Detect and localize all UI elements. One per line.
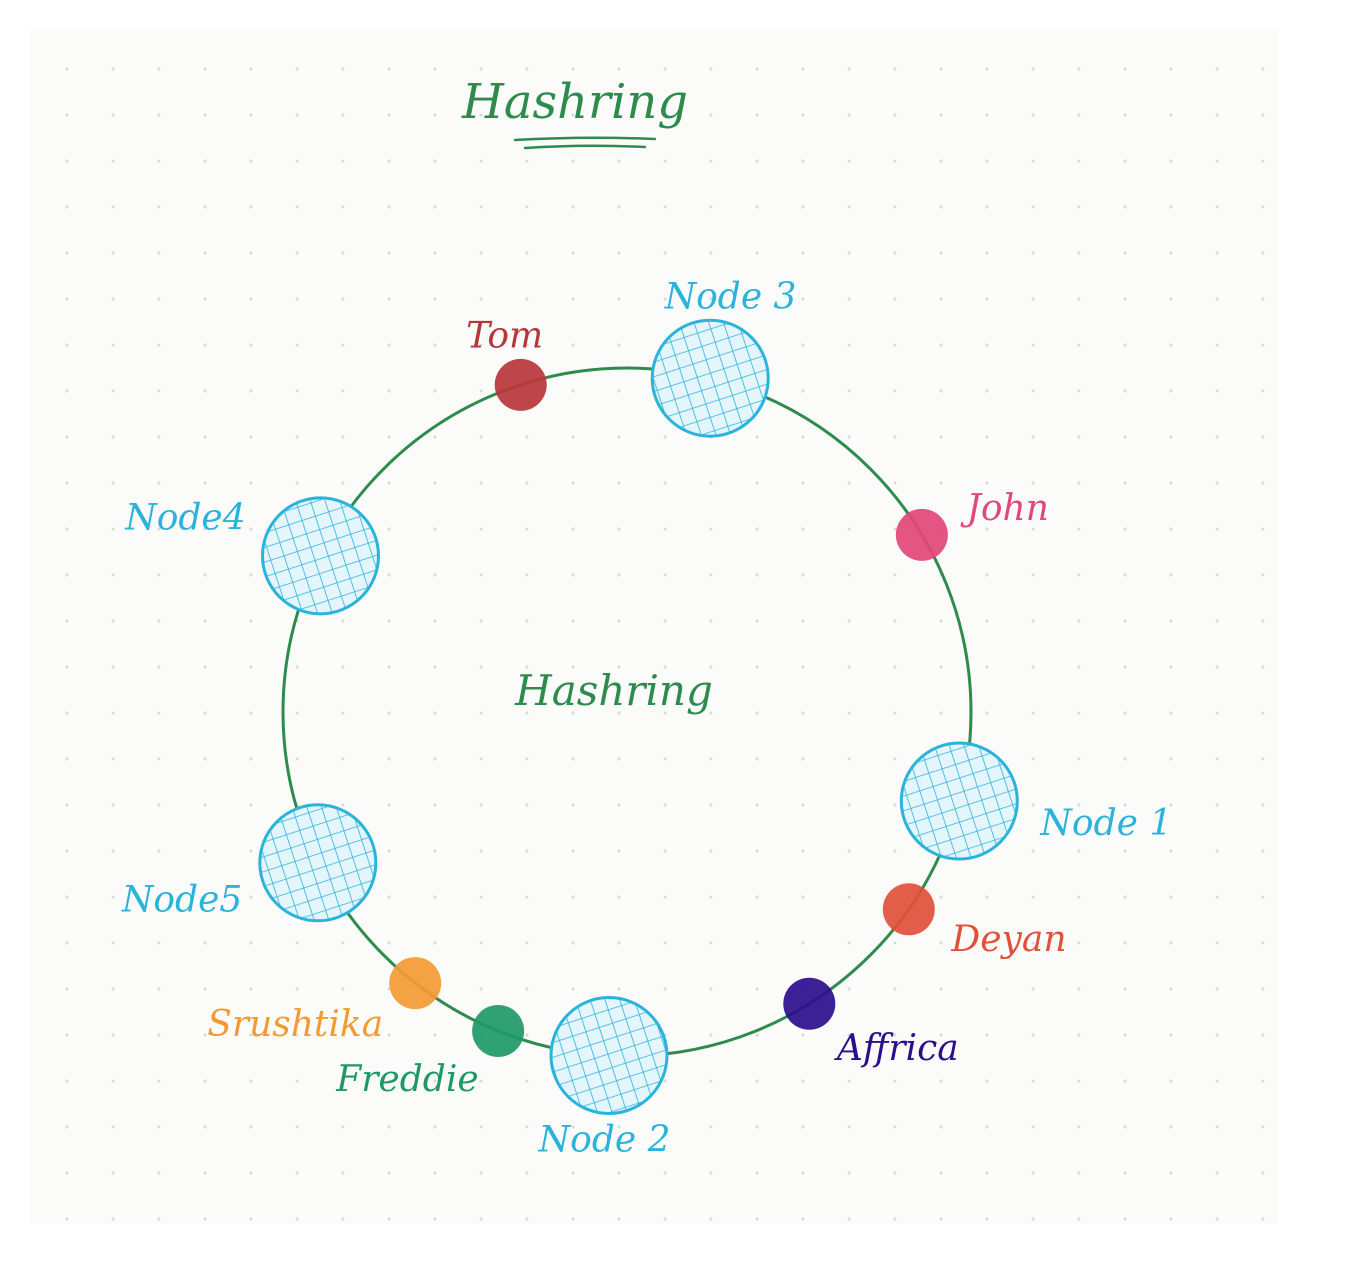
key-point: Tom (466, 315, 547, 411)
server-node: Node5 (121, 803, 378, 923)
dotted-paper-background (30, 28, 1278, 1224)
key-dot (389, 957, 442, 1010)
key-label: Srushtika (207, 1004, 383, 1045)
keys-layer: Tom John Deyan Affrica Freddie Srushtika (207, 315, 1066, 1100)
key-dot (472, 1004, 525, 1057)
key-dot (494, 358, 547, 411)
server-node-hatch (549, 996, 669, 1116)
server-node-label: Node 2 (538, 1119, 671, 1160)
title-underline (513, 136, 657, 150)
key-label: Deyan (950, 919, 1066, 960)
key-dot (882, 883, 935, 936)
key-point: Freddie (335, 1004, 525, 1100)
server-node-hatch (258, 803, 378, 923)
server-node: Node 1 (899, 741, 1172, 861)
key-dot (783, 977, 836, 1030)
server-node-hatch (650, 318, 770, 438)
server-node: Node4 (124, 496, 380, 616)
server-node-label: Node5 (121, 880, 242, 921)
key-point: Deyan (882, 883, 1067, 960)
server-node-hatch (899, 741, 1019, 861)
server-node: Node 3 (650, 277, 797, 438)
key-label: Tom (466, 315, 543, 356)
nodes-layer: Node 1 Node 2 Node 3 Node4 Node5 (121, 277, 1172, 1161)
server-node-label: Node 3 (664, 277, 797, 318)
ring-center-label: Hashring (514, 666, 713, 715)
key-point: John (895, 488, 1049, 561)
server-node: Node 2 (538, 996, 671, 1160)
key-label: Affrica (834, 1028, 959, 1069)
key-point: Affrica (783, 977, 959, 1069)
key-label: Freddie (335, 1059, 478, 1100)
server-node-label: Node 1 (1039, 803, 1172, 844)
key-dot (895, 508, 948, 561)
diagram-title: Hashring (461, 74, 688, 130)
server-node-hatch (260, 496, 380, 616)
key-label: John (959, 488, 1048, 529)
key-point: Srushtika (207, 957, 442, 1045)
server-node-label: Node4 (124, 498, 245, 539)
